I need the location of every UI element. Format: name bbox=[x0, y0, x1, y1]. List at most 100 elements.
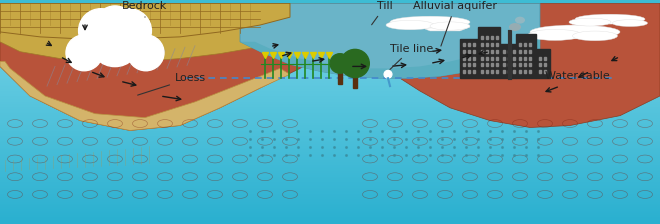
Ellipse shape bbox=[515, 17, 525, 24]
Bar bbox=[503, 70, 505, 73]
Bar bbox=[529, 57, 531, 60]
Bar bbox=[473, 50, 475, 53]
Bar bbox=[468, 50, 470, 53]
Bar bbox=[503, 63, 505, 66]
Bar bbox=[529, 70, 531, 73]
Text: Water table: Water table bbox=[545, 71, 610, 81]
Circle shape bbox=[384, 70, 392, 78]
Bar bbox=[463, 63, 465, 66]
Bar bbox=[513, 57, 515, 60]
Bar bbox=[463, 57, 465, 60]
Bar bbox=[508, 50, 510, 53]
Bar bbox=[460, 39, 478, 78]
Bar bbox=[468, 63, 470, 66]
Ellipse shape bbox=[430, 22, 470, 30]
Circle shape bbox=[341, 49, 370, 78]
Text: Till: Till bbox=[372, 1, 393, 25]
Bar bbox=[463, 50, 465, 53]
Bar bbox=[468, 43, 470, 46]
Bar bbox=[539, 63, 541, 66]
Ellipse shape bbox=[530, 25, 620, 39]
Bar bbox=[473, 57, 475, 60]
Polygon shape bbox=[420, 19, 470, 31]
Bar bbox=[513, 50, 515, 53]
Circle shape bbox=[127, 35, 164, 71]
Bar bbox=[473, 63, 475, 66]
Circle shape bbox=[330, 54, 350, 73]
Circle shape bbox=[107, 9, 151, 53]
Text: Loess: Loess bbox=[138, 73, 206, 95]
Bar bbox=[524, 63, 526, 66]
Circle shape bbox=[90, 17, 140, 67]
Bar bbox=[486, 50, 488, 53]
Bar bbox=[486, 63, 488, 66]
Bar bbox=[486, 70, 488, 73]
Ellipse shape bbox=[612, 20, 647, 26]
Bar bbox=[468, 57, 470, 60]
Bar bbox=[544, 70, 546, 73]
Polygon shape bbox=[0, 3, 330, 62]
Circle shape bbox=[66, 35, 102, 71]
Bar bbox=[496, 57, 498, 60]
Bar bbox=[478, 27, 500, 78]
Ellipse shape bbox=[386, 20, 434, 30]
Bar bbox=[491, 36, 493, 39]
Polygon shape bbox=[240, 39, 540, 78]
Bar bbox=[529, 43, 531, 46]
Bar bbox=[463, 70, 465, 73]
Bar bbox=[529, 63, 531, 66]
Bar bbox=[481, 43, 483, 46]
Bar bbox=[529, 50, 531, 53]
Bar bbox=[481, 70, 483, 73]
Bar bbox=[481, 63, 483, 66]
Polygon shape bbox=[0, 62, 290, 130]
Bar bbox=[524, 43, 526, 46]
Bar bbox=[519, 43, 521, 46]
Bar bbox=[513, 70, 515, 73]
Bar bbox=[491, 43, 493, 46]
Ellipse shape bbox=[509, 23, 521, 31]
Bar bbox=[496, 70, 498, 73]
Bar bbox=[496, 36, 498, 39]
Ellipse shape bbox=[569, 18, 611, 26]
Ellipse shape bbox=[528, 29, 582, 40]
Bar bbox=[508, 63, 510, 66]
Text: Bedrock: Bedrock bbox=[122, 1, 168, 17]
Bar bbox=[508, 57, 510, 60]
Polygon shape bbox=[0, 3, 290, 39]
Bar bbox=[491, 50, 493, 53]
Bar bbox=[496, 63, 498, 66]
Bar bbox=[519, 70, 521, 73]
Bar bbox=[481, 36, 483, 39]
Bar bbox=[508, 70, 510, 73]
Polygon shape bbox=[240, 3, 540, 78]
Text: Alluvial aquifer: Alluvial aquifer bbox=[413, 1, 497, 46]
Circle shape bbox=[79, 9, 123, 53]
Bar bbox=[519, 57, 521, 60]
Bar bbox=[524, 70, 526, 73]
Bar bbox=[338, 72, 342, 84]
Bar bbox=[539, 70, 541, 73]
Bar bbox=[519, 63, 521, 66]
Bar bbox=[473, 43, 475, 46]
Bar bbox=[481, 57, 483, 60]
Bar bbox=[500, 44, 516, 78]
Bar bbox=[519, 50, 521, 53]
Bar bbox=[536, 49, 550, 78]
Ellipse shape bbox=[572, 31, 618, 41]
Bar bbox=[524, 57, 526, 60]
Bar bbox=[503, 50, 505, 53]
Bar bbox=[524, 50, 526, 53]
Bar bbox=[544, 57, 546, 60]
Bar bbox=[491, 63, 493, 66]
Bar bbox=[544, 63, 546, 66]
Bar bbox=[468, 70, 470, 73]
Bar bbox=[463, 43, 465, 46]
Polygon shape bbox=[0, 3, 330, 130]
Bar bbox=[491, 70, 493, 73]
Bar bbox=[496, 50, 498, 53]
Bar bbox=[486, 43, 488, 46]
Bar bbox=[353, 76, 357, 88]
Ellipse shape bbox=[575, 14, 645, 24]
Bar bbox=[513, 63, 515, 66]
